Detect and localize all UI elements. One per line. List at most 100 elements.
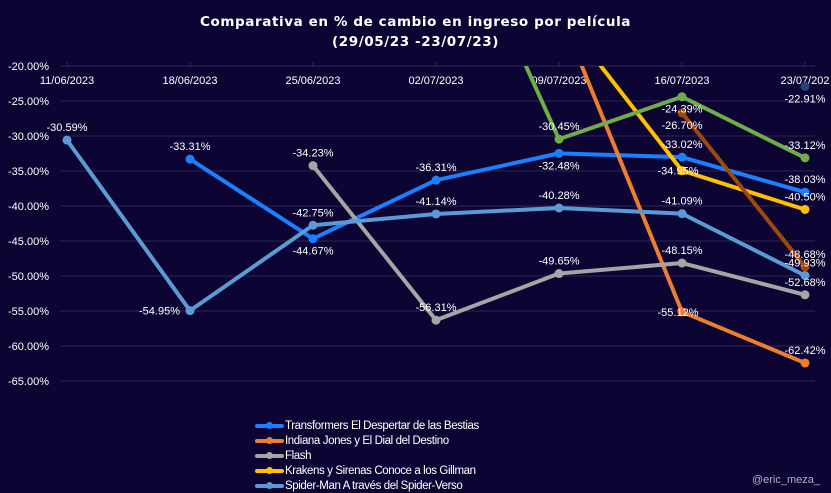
data-label: -41.09% [662, 196, 703, 208]
data-point [185, 154, 195, 164]
y-tick-label: -20.00% [8, 61, 49, 73]
data-label: -36.31% [416, 162, 457, 174]
data-label: -41.14% [416, 196, 457, 208]
legend-line-marker-icon [255, 448, 284, 463]
y-axis-ticks: -20.00% -25.00% -30.00% -35.00% -40.00% -45.0… [8, 61, 49, 388]
data-label: -52.68% [785, 277, 826, 289]
data-label: -33.31% [170, 141, 211, 153]
data-label: -62.42% [785, 345, 826, 357]
y-tick-label: -45.00% [8, 236, 49, 248]
data-point [431, 175, 441, 185]
data-label: -30.59% [47, 122, 88, 134]
data-label: -48.68% [785, 249, 826, 261]
data-label: -34.23% [293, 148, 334, 160]
series-line [188, 151, 807, 241]
data-label: -33.02% [662, 139, 703, 151]
legend-item: Spider-Man A través del Spider-Verso [255, 478, 479, 493]
legend-item: Indiana Jones y El Dial del Destino [255, 433, 479, 448]
y-tick-label: -30.00% [8, 131, 49, 143]
data-label: -32.48% [539, 160, 580, 172]
data-point [554, 148, 564, 158]
data-label: -40.28% [539, 190, 580, 202]
data-label: -38.03% [785, 174, 826, 186]
line-chart: -20.00% -25.00% -30.00% -35.00% -40.00% -45.0… [8, 61, 830, 388]
data-label: -24.39% [662, 104, 703, 116]
x-axis-ticks: 11/06/2023 18/06/2023 25/06/2023 02/07/2023… [40, 62, 830, 87]
data-point [800, 290, 810, 300]
y-tick-label: -25.00% [8, 96, 49, 108]
data-point [677, 152, 687, 162]
data-point [185, 306, 195, 316]
legend-label: Flash [285, 449, 312, 462]
legend-line-marker-icon [255, 478, 284, 493]
data-label: -22.91% [785, 93, 826, 105]
data-label: -42.75% [293, 207, 334, 219]
x-tick-label: 23/07/202 [781, 75, 830, 87]
legend: Transformers El Despertar de las Bestias… [255, 418, 479, 493]
data-point [800, 187, 810, 197]
data-point [800, 262, 810, 272]
y-tick-label: -50.00% [8, 271, 49, 283]
data-point [554, 134, 564, 144]
legend-item: Krakens y Sirenas Conoce a los Gillman [255, 463, 479, 478]
data-point [677, 258, 687, 268]
data-label: -55.12% [658, 307, 699, 319]
x-tick-label: 18/06/2023 [162, 75, 217, 87]
data-point [677, 307, 687, 317]
data-point [800, 358, 810, 368]
data-point [800, 205, 810, 214]
data-label: -34.95% [658, 166, 699, 178]
data-point [308, 161, 318, 171]
legend-label: Spider-Man A través del Spider-Verso [285, 479, 463, 492]
data-point [800, 81, 810, 91]
data-point [677, 108, 687, 118]
data-label: -48.15% [662, 245, 703, 257]
chart-title: Comparativa en % de cambio en ingreso po… [199, 14, 632, 30]
data-label: -33.12% [785, 140, 826, 152]
data-label: -56.31% [416, 302, 457, 314]
data-point [677, 92, 687, 102]
legend-line-marker-icon [255, 433, 284, 448]
y-tick-label: -55.00% [8, 306, 49, 318]
data-label: -30.45% [539, 121, 580, 133]
data-point [431, 209, 441, 219]
legend-label: Transformers El Despertar de las Bestias [285, 419, 479, 432]
x-tick-label: 11/06/2023 [40, 75, 94, 87]
data-point [800, 153, 810, 163]
legend-item: Flash [255, 448, 479, 463]
data-point [308, 234, 318, 244]
x-tick-label: 25/06/2023 [285, 75, 340, 87]
y-tick-label: -60.00% [8, 341, 49, 353]
legend-line-marker-icon [255, 463, 284, 478]
data-labels: -33.31% -44.67% -36.31% -32.48% -33.02% -38.0… [47, 93, 826, 357]
series-line [523, 66, 807, 160]
y-tick-label: -35.00% [8, 166, 49, 178]
legend-label: Indiana Jones y El Dial del Destino [285, 434, 449, 447]
legend-item: Transformers El Despertar de las Bestias [255, 418, 479, 433]
x-tick-label: 16/07/2023 [654, 75, 709, 87]
data-point [677, 166, 687, 176]
y-tick-label: -40.00% [8, 201, 49, 213]
data-point [800, 271, 810, 281]
data-label: -44.67% [293, 246, 334, 258]
data-label: -26.70% [662, 120, 703, 132]
y-tick-label: -65.00% [8, 376, 49, 388]
series-line [680, 110, 807, 269]
x-tick-label: 02/07/2023 [408, 75, 463, 87]
data-point [677, 209, 687, 219]
data-point [554, 269, 564, 279]
series-line [311, 163, 807, 323]
data-label: -49.65% [539, 256, 580, 268]
data-point [62, 135, 72, 145]
data-point [308, 220, 318, 230]
data-label: -49.93% [785, 258, 826, 270]
data-label: -40.50% [785, 192, 826, 204]
x-tick-label: 09/07/2023 [531, 75, 586, 87]
legend-line-marker-icon [255, 418, 284, 433]
chart-subtitle: (29/05/23 -23/07/23) [331, 34, 500, 50]
series-points [62, 81, 810, 368]
data-point [431, 315, 441, 325]
data-label: -54.95% [139, 306, 180, 318]
data-point [554, 203, 564, 213]
legend-label: Krakens y Sirenas Conoce a los Gillman [285, 464, 476, 477]
